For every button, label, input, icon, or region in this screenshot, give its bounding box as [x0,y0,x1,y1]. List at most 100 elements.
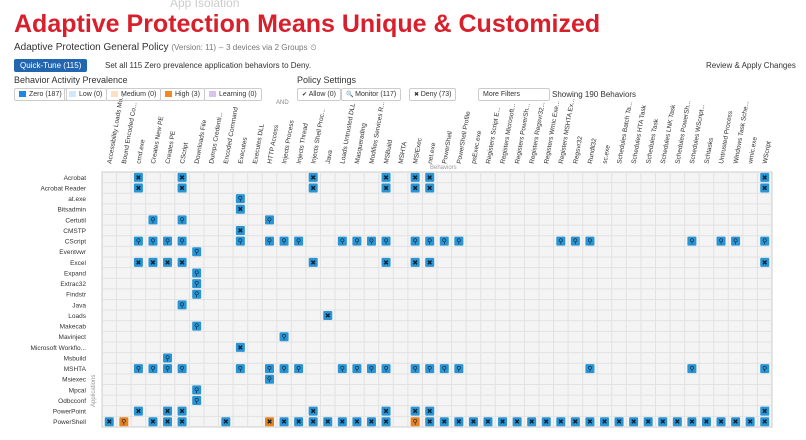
cell-icon[interactable] [585,236,595,246]
cell-icon[interactable] [410,257,420,267]
cell-icon[interactable] [133,406,143,416]
cell-icon[interactable] [163,236,173,246]
cell-icon[interactable] [483,417,493,427]
cell-icon[interactable] [294,364,304,374]
cell-icon[interactable] [556,417,566,427]
prevalence-chip[interactable]: Low (0) [64,88,108,101]
cell-icon[interactable] [410,172,420,182]
cell-icon[interactable] [454,364,464,374]
cell-icon[interactable] [410,364,420,374]
cell-icon[interactable] [133,364,143,374]
cell-icon[interactable] [760,406,770,416]
cell-icon[interactable] [468,417,478,427]
cell-icon[interactable] [701,417,711,427]
cell-icon[interactable] [294,417,304,427]
cell-icon[interactable] [366,236,376,246]
setting-chip[interactable]: ✖ Deny (73) [409,88,457,101]
cell-icon[interactable] [716,417,726,427]
cell-icon[interactable] [192,289,202,299]
cell-icon[interactable] [308,183,318,193]
cell-icon[interactable] [425,236,435,246]
cell-icon[interactable] [381,406,391,416]
cell-icon[interactable] [308,417,318,427]
cell-icon[interactable] [643,417,653,427]
cell-icon[interactable] [192,395,202,405]
cell-icon[interactable] [265,374,274,384]
cell-icon[interactable] [148,257,158,267]
cell-icon[interactable] [570,417,580,427]
cell-icon[interactable] [410,183,420,193]
cell-icon[interactable] [323,310,333,320]
cell-icon[interactable] [235,236,245,246]
cell-icon[interactable] [366,364,376,374]
review-button[interactable]: Review & Apply Changes [706,61,796,70]
cell-icon[interactable] [760,417,770,427]
more-filters[interactable]: More Filters [478,88,550,101]
cell-icon[interactable] [235,364,245,374]
cell-icon[interactable] [381,257,391,267]
cell-icon[interactable] [148,215,158,225]
cell-icon[interactable] [163,364,173,374]
cell-icon[interactable] [308,172,318,182]
cell-icon[interactable] [410,236,420,246]
cell-icon[interactable] [177,172,187,182]
cell-icon[interactable] [629,417,639,427]
cell-icon[interactable] [381,364,391,374]
cell-icon[interactable] [760,172,770,182]
cell-icon[interactable] [265,236,274,246]
cell-icon[interactable] [265,364,274,374]
cell-icon[interactable] [337,364,347,374]
cell-icon[interactable] [279,236,289,246]
cell-icon[interactable] [177,300,187,310]
cell-icon[interactable] [323,417,333,427]
cell-icon[interactable] [425,417,435,427]
cell-icon[interactable] [235,225,245,235]
cell-icon[interactable] [541,417,551,427]
cell-icon[interactable] [133,257,143,267]
cell-icon[interactable] [410,417,420,427]
cell-icon[interactable] [672,417,682,427]
cell-icon[interactable] [177,215,187,225]
cell-icon[interactable] [366,417,376,427]
cell-icon[interactable] [177,364,187,374]
cell-icon[interactable] [148,417,158,427]
cell-icon[interactable] [425,172,435,182]
cell-icon[interactable] [658,417,668,427]
cell-icon[interactable] [163,257,173,267]
cell-icon[interactable] [439,417,449,427]
cell-icon[interactable] [192,321,202,331]
cell-icon[interactable] [352,417,362,427]
cell-icon[interactable] [192,268,202,278]
cell-icon[interactable] [308,257,318,267]
cell-icon[interactable] [337,417,347,427]
cell-icon[interactable] [760,257,770,267]
cell-icon[interactable] [687,364,697,374]
cell-icon[interactable] [760,364,770,374]
cell-icon[interactable] [192,279,202,289]
cell-icon[interactable] [163,417,173,427]
cell-icon[interactable] [133,236,143,246]
cell-icon[interactable] [119,417,129,427]
cell-icon[interactable] [425,183,435,193]
cell-icon[interactable] [148,364,158,374]
quick-tune-button[interactable]: Quick-Tune (115) [14,59,88,72]
cell-icon[interactable] [425,257,435,267]
cell-icon[interactable] [235,342,245,352]
cell-icon[interactable] [381,183,391,193]
cell-icon[interactable] [731,236,741,246]
cell-icon[interactable] [177,236,187,246]
cell-icon[interactable] [716,236,726,246]
cell-icon[interactable] [745,417,755,427]
cell-icon[interactable] [308,406,318,416]
cell-icon[interactable] [381,417,391,427]
cell-icon[interactable] [279,364,289,374]
cell-icon[interactable] [163,406,173,416]
cell-icon[interactable] [104,417,114,427]
cell-icon[interactable] [294,236,304,246]
cell-icon[interactable] [192,385,202,395]
prevalence-chip[interactable]: Medium (0) [106,88,162,101]
cell-icon[interactable] [760,236,770,246]
cell-icon[interactable] [265,417,274,427]
cell-icon[interactable] [614,417,624,427]
cell-icon[interactable] [177,257,187,267]
